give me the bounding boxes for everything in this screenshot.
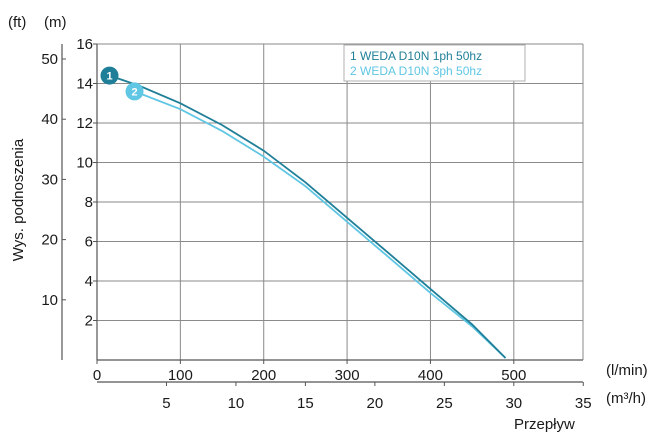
- tick-label-lmin: 300: [335, 367, 360, 384]
- tick-label-m: 10: [76, 155, 93, 172]
- series-marker-1: [100, 66, 119, 85]
- tick-label-m3h: 20: [367, 395, 384, 412]
- series-line-1: [109, 74, 507, 359]
- y-axis-label: Wys. podnoszenia: [10, 138, 27, 261]
- x-unit-lmin: (l/min): [606, 362, 648, 379]
- grid: [97, 43, 584, 360]
- tick-label-m: 6: [85, 234, 93, 251]
- tick-label-ft: 40: [41, 111, 58, 128]
- curves: [109, 74, 507, 359]
- tick-label-ft: 50: [41, 51, 58, 68]
- tick-label-m: 4: [85, 273, 93, 290]
- tick-label-lmin: 100: [168, 367, 193, 384]
- legend-entry-1: 1 WEDA D10N 1ph 50hz: [350, 49, 482, 63]
- tick-label-m3h: 30: [505, 395, 522, 412]
- series-line-2: [134, 90, 507, 359]
- tick-label-m: 14: [76, 76, 93, 93]
- tick-label-lmin: 400: [418, 367, 443, 384]
- x-axis-label: Przepływ: [514, 416, 575, 433]
- tick-label-m3h: 15: [297, 395, 314, 412]
- series-marker-label-1: 1: [106, 71, 112, 83]
- tick-label-m: 2: [85, 313, 93, 330]
- tick-label-m3h: 25: [436, 395, 453, 412]
- tick-label-ft: 20: [41, 232, 58, 249]
- y-unit-m: (m): [44, 14, 67, 31]
- legend-box: [343, 44, 526, 82]
- tick-label-ft: 30: [41, 171, 58, 188]
- tick-label-lmin: 200: [251, 367, 276, 384]
- tick-label-m: 8: [85, 194, 93, 211]
- legend-entry-2: 2 WEDA D10N 3ph 50hz: [350, 64, 482, 78]
- tick-label-m: 16: [76, 36, 93, 53]
- x-unit-m3h: (m³/h): [606, 390, 646, 407]
- y-unit-ft: (ft): [8, 14, 26, 31]
- tick-label-lmin: 0: [93, 367, 101, 384]
- axes: [61, 43, 584, 386]
- tick-label-m3h: 10: [228, 395, 245, 412]
- tick-label-m: 12: [76, 115, 93, 132]
- series-markers: 21: [100, 66, 144, 101]
- series-marker-label-2: 2: [131, 86, 137, 98]
- tick-label-m3h: 5: [162, 395, 170, 412]
- tick-label-ft: 10: [41, 292, 58, 309]
- tick-label-m3h: 35: [575, 395, 592, 412]
- series-marker-2: [125, 82, 144, 101]
- tick-label-lmin: 500: [501, 367, 526, 384]
